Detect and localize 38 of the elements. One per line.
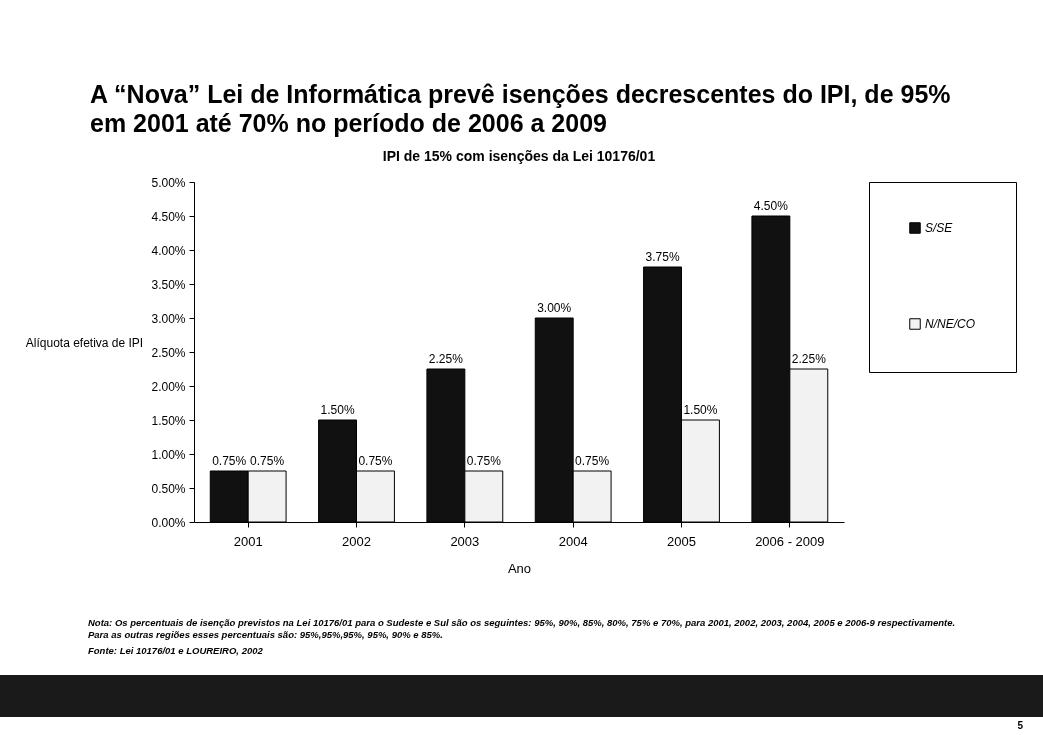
x-tick-label: 2005 bbox=[667, 533, 696, 549]
data-label: 3.00% bbox=[537, 301, 572, 315]
data-label: 2.25% bbox=[428, 352, 464, 366]
y-tick-label: 5.00% bbox=[151, 175, 186, 190]
y-tick-label: 0.00% bbox=[151, 515, 186, 530]
y-axis-title: Alíquota efetiva de IPI bbox=[25, 335, 144, 350]
chart-title: A “Nova” Lei de Informática prevê isenções decrescentes do IPI, de 95% em 2001 até 70% no período de 2006 a 2009 bbox=[90, 80, 952, 138]
y-tick-label: 3.00% bbox=[151, 311, 186, 326]
data-label: 0.75% bbox=[358, 454, 393, 468]
y-tick-label: 1.50% bbox=[151, 413, 186, 428]
data-label: 1.50% bbox=[320, 403, 355, 417]
text: 5 bbox=[1017, 720, 1023, 731]
text: Nota: Os percentuais de isenção previstos na Lei 10176/01 para o Sudeste e Sul são os seguintes: 95%, 90%, 85%, 80%, 75% e 70%, para 2001, 2002, 2003, 2004, 2005 e 2006-9 respectivamente. Para as outras regiões esses percentuais são: 95%,95%,95%, 95%, 90% e 85%. bbox=[88, 617, 957, 641]
legend-label: S/SE bbox=[925, 221, 954, 235]
x-tick-label: 2002 bbox=[342, 533, 371, 549]
y-tick-label: 2.00% bbox=[151, 379, 186, 394]
y-tick-label: 2.50% bbox=[151, 345, 186, 360]
data-label: 0.75% bbox=[466, 454, 502, 468]
data-label: 2.25% bbox=[791, 352, 827, 366]
data-label: 3.75% bbox=[645, 250, 680, 264]
data-label: 0.75% bbox=[250, 454, 285, 468]
y-tick-label: 3.50% bbox=[151, 277, 186, 292]
data-label: 0.75% bbox=[212, 454, 247, 468]
chart-subtitle: IPI de 15% com isenções da Lei 10176/01 bbox=[382, 148, 656, 164]
data-label: 1.50% bbox=[683, 403, 718, 417]
data-label: 4.50% bbox=[753, 199, 789, 213]
x-axis-title: Ano bbox=[507, 560, 532, 576]
data-label: 0.75% bbox=[575, 454, 610, 468]
y-tick-label: 4.00% bbox=[151, 243, 186, 258]
y-tick-label: 4.50% bbox=[151, 209, 186, 224]
y-tick-label: 0.50% bbox=[151, 481, 186, 496]
source-note: Fonte: Lei 10176/01 e LOUREIRO, 2002 bbox=[88, 645, 264, 657]
x-tick-label: 2006 - 2009 bbox=[755, 533, 825, 549]
legend-label: N/NE/CO bbox=[925, 317, 976, 331]
x-tick-label: 2003 bbox=[450, 533, 480, 549]
x-tick-label: 2004 bbox=[558, 533, 588, 549]
x-tick-label: 2001 bbox=[233, 533, 263, 549]
y-tick-label: 1.00% bbox=[151, 447, 186, 462]
